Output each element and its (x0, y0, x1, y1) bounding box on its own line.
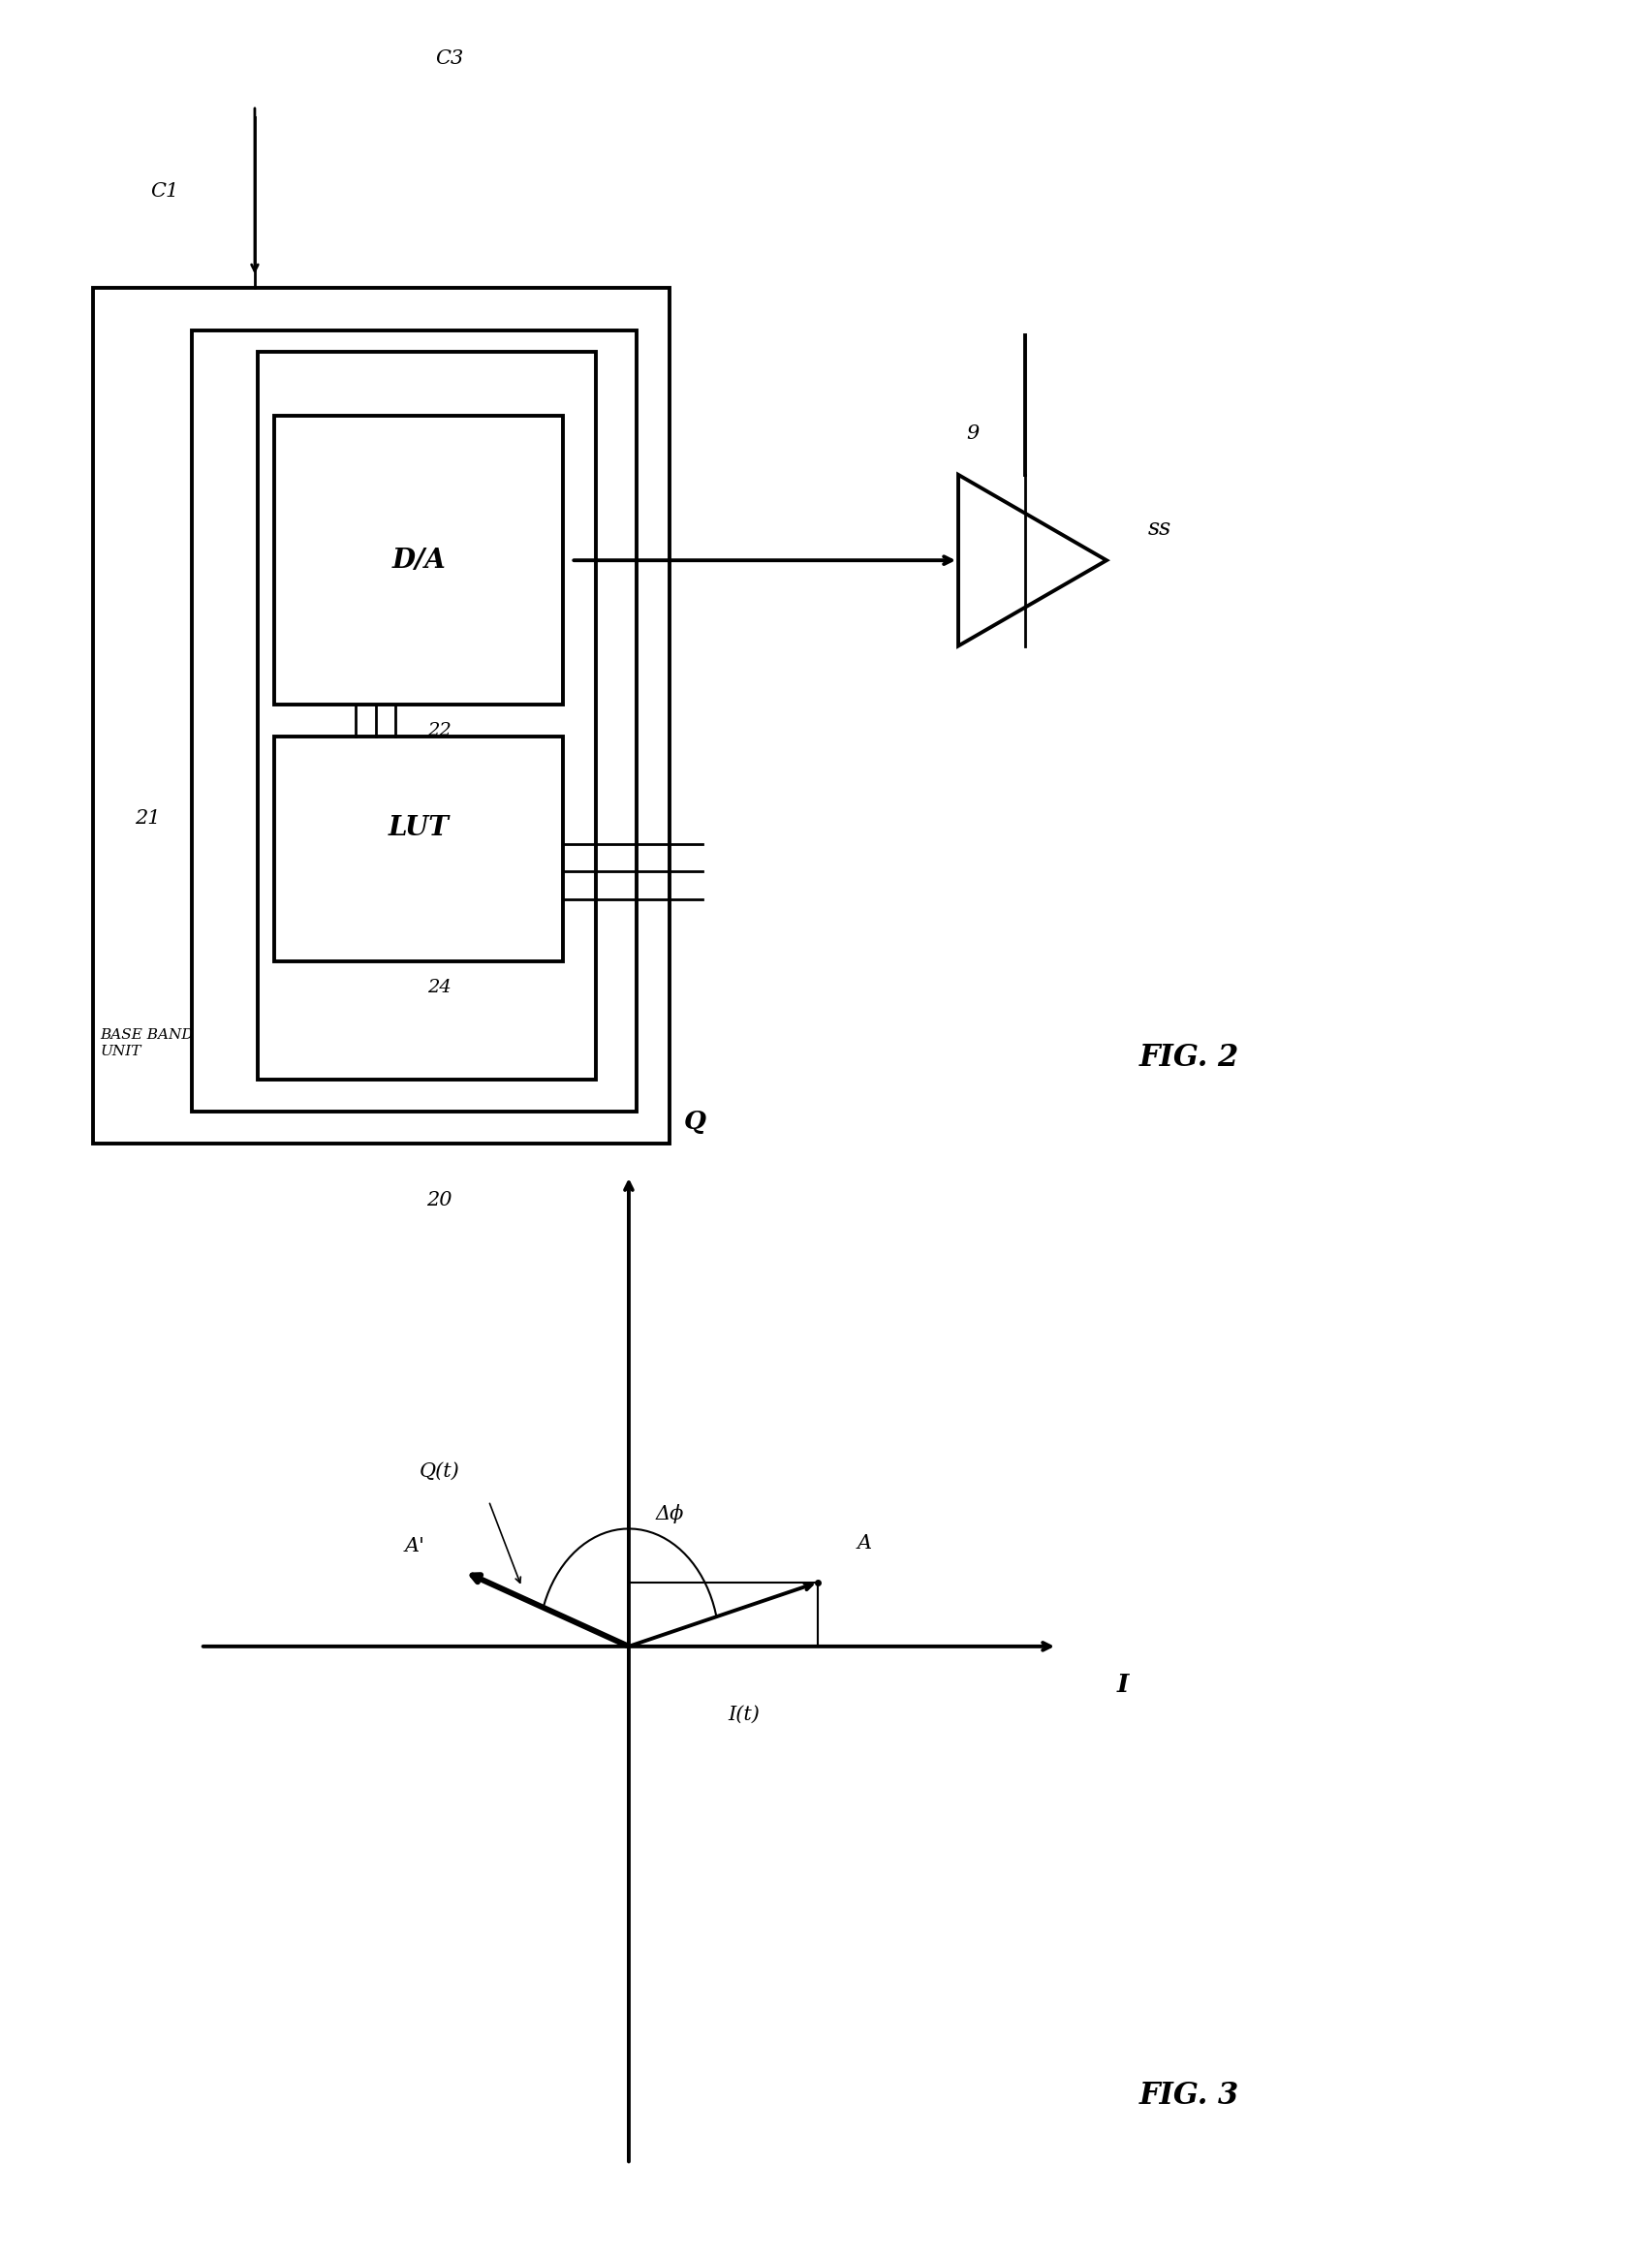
Text: FIG. 3: FIG. 3 (1138, 2081, 1239, 2110)
Text: LUT: LUT (388, 815, 449, 840)
Text: FIG. 2: FIG. 2 (1138, 1044, 1239, 1073)
Polygon shape (274, 736, 563, 962)
Text: C3: C3 (434, 50, 463, 68)
Text: I: I (1117, 1674, 1128, 1697)
Text: Δϕ: Δϕ (656, 1504, 684, 1523)
Text: I(t): I(t) (729, 1706, 760, 1724)
Text: Q: Q (684, 1109, 705, 1134)
Text: ss: ss (1146, 517, 1171, 540)
Text: 20: 20 (426, 1190, 453, 1209)
Polygon shape (258, 352, 595, 1080)
Polygon shape (93, 287, 669, 1143)
Text: A: A (856, 1534, 871, 1552)
Text: C1: C1 (150, 183, 178, 201)
Text: BASE BAND
UNIT: BASE BAND UNIT (99, 1028, 193, 1057)
Text: Q(t): Q(t) (420, 1462, 459, 1480)
Text: D/A: D/A (392, 547, 446, 574)
Polygon shape (192, 330, 636, 1111)
Text: A': A' (405, 1536, 425, 1554)
Text: 22: 22 (426, 723, 451, 739)
Polygon shape (274, 416, 563, 705)
Text: 9: 9 (966, 425, 978, 443)
Text: 24: 24 (426, 978, 451, 996)
Text: 21: 21 (134, 809, 160, 827)
